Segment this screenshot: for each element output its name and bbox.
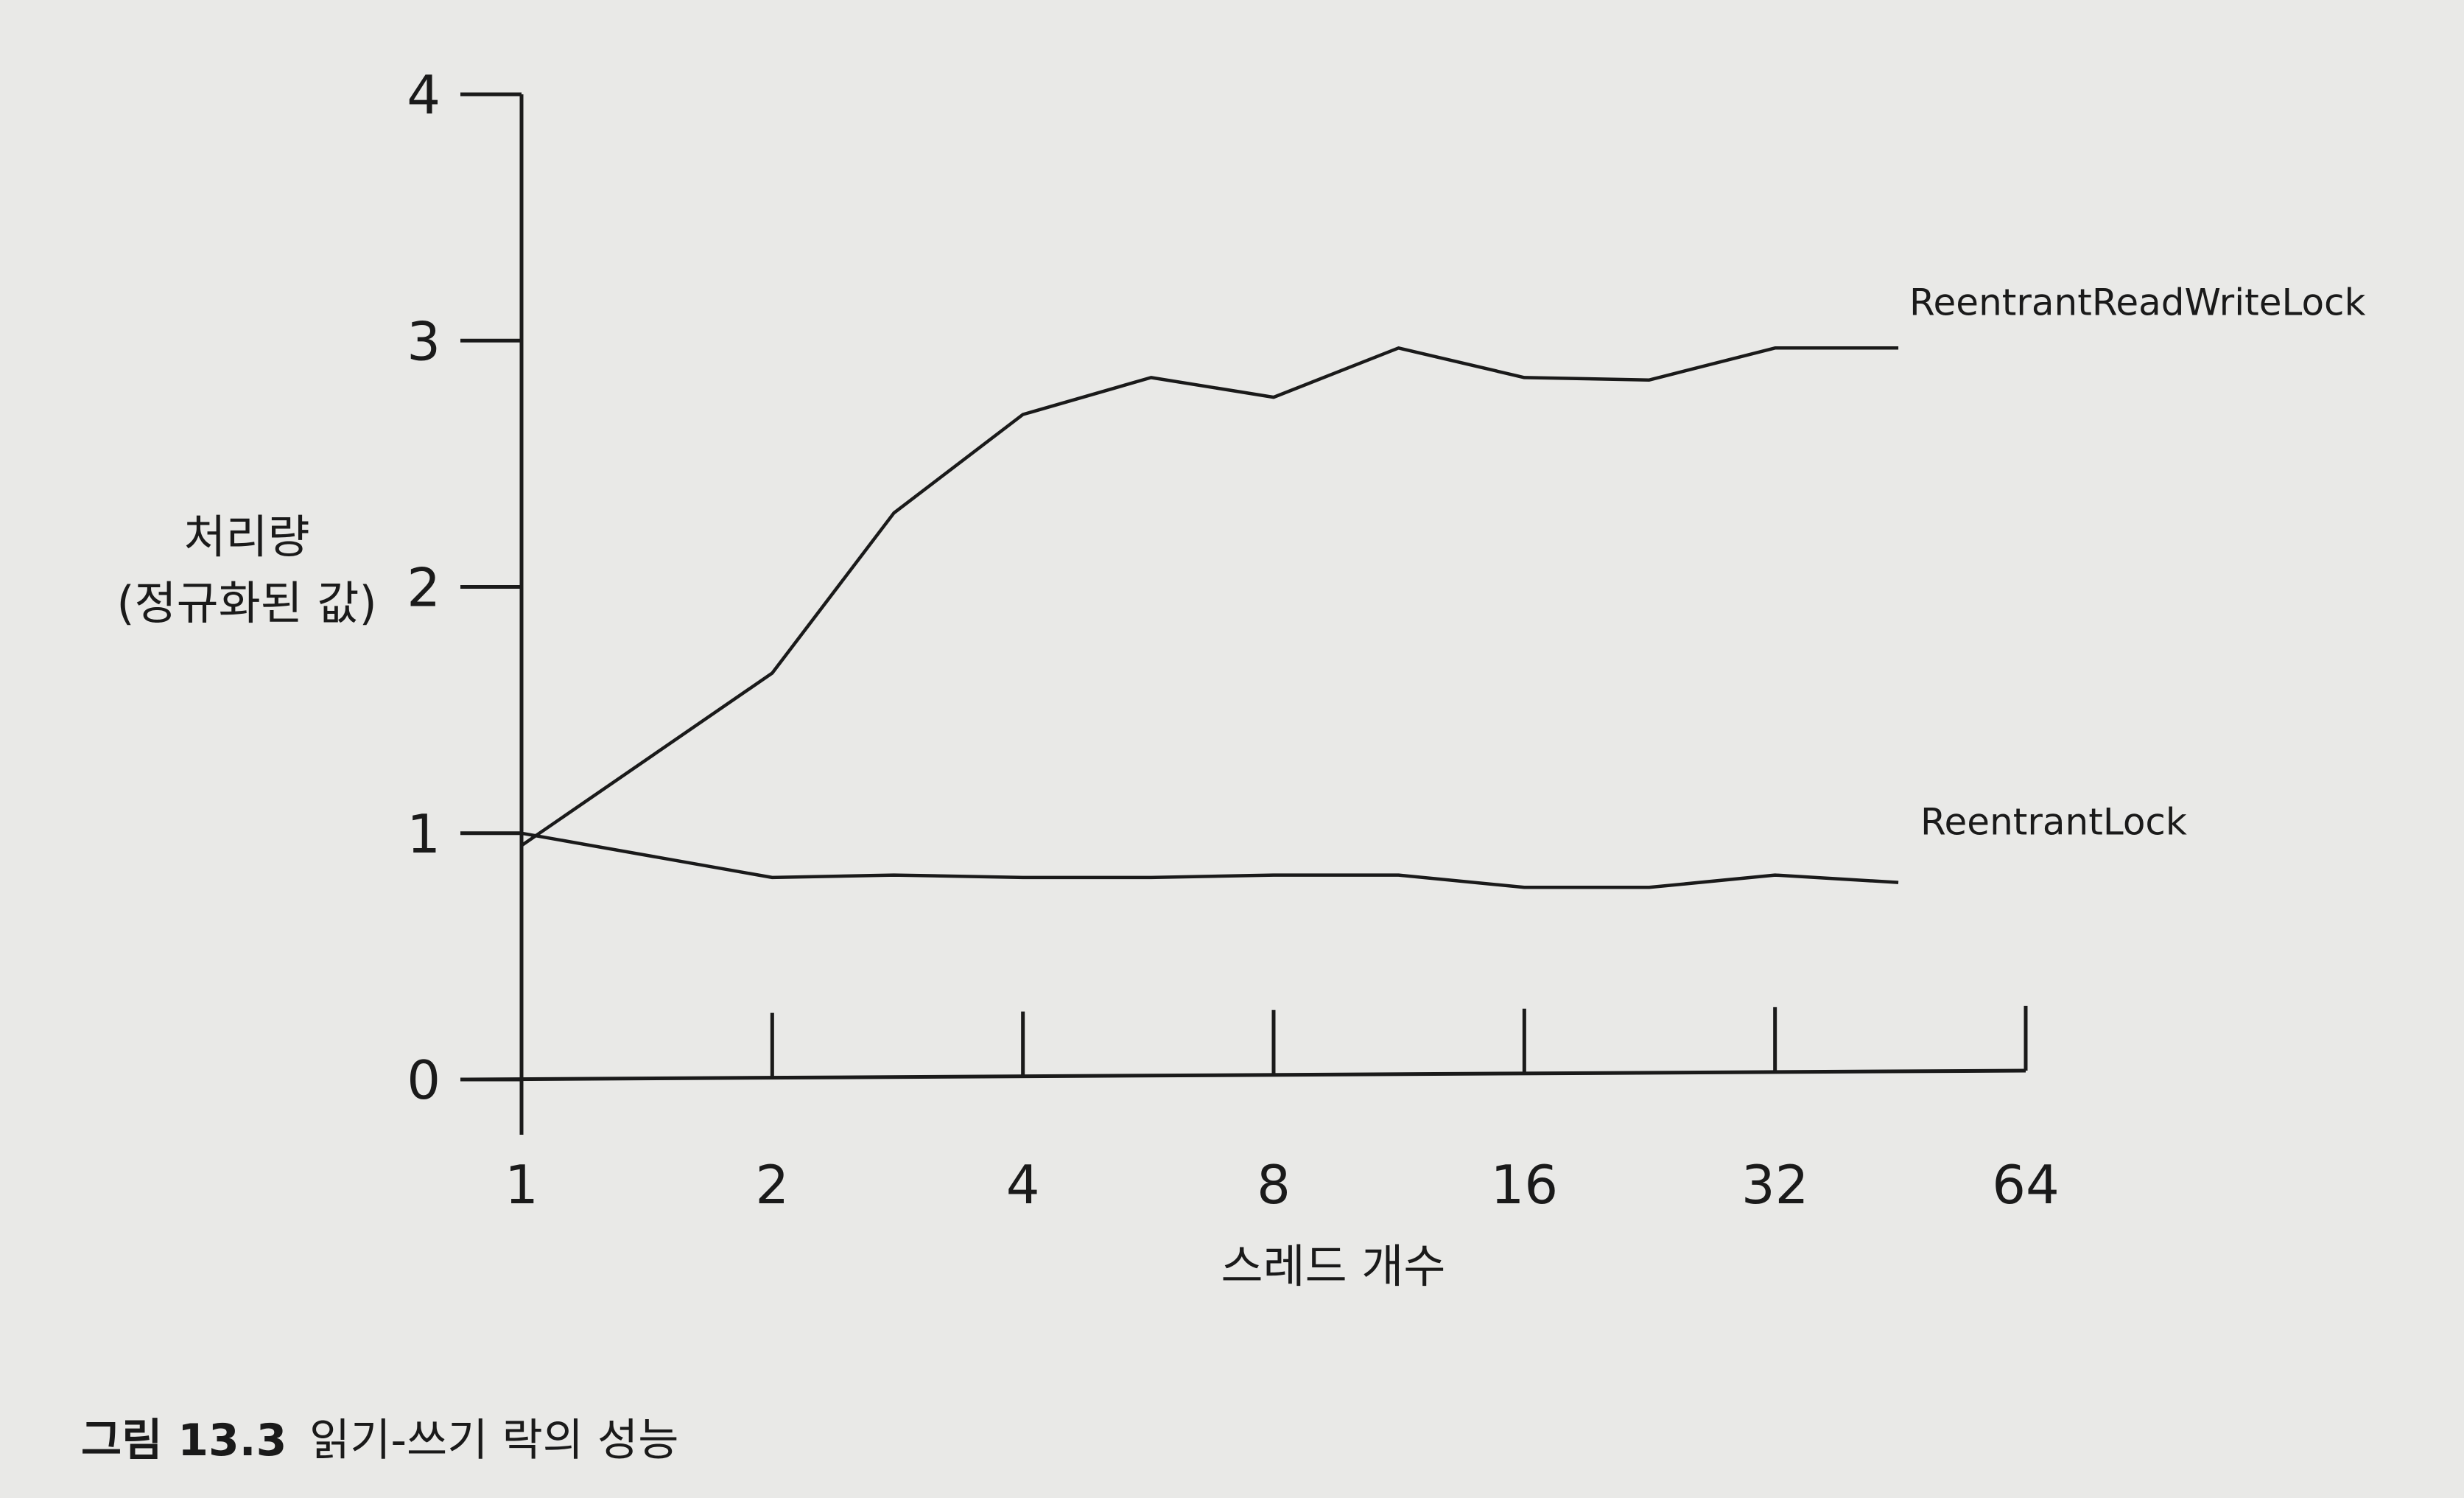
x-tick-label: 1	[505, 1154, 538, 1216]
y-tick-label: 3	[407, 310, 440, 372]
series-label-reentrantlock: ReentrantLock	[1920, 801, 2187, 844]
y-tick-label: 4	[407, 64, 440, 126]
figure-caption: 그림 13.3 읽기-쓰기 락의 성능	[81, 1415, 678, 1466]
x-axis-title: 스레드 개수	[1221, 1239, 1446, 1293]
y-axis-title-line-2: (정규화된 값)	[116, 576, 376, 630]
x-tick-label: 4	[1006, 1154, 1040, 1216]
y-tick-label: 2	[407, 557, 440, 619]
series-line-reentrantlock	[521, 831, 1899, 889]
x-tick-label: 8	[1257, 1154, 1291, 1216]
y-tick-label: 1	[407, 803, 440, 865]
y-tick-label: 0	[407, 1049, 440, 1111]
x-tick-label: 16	[1491, 1154, 1559, 1216]
x-axis-ticks: 1 2 4 8 16 32 64	[505, 1006, 2060, 1216]
x-axis-line	[460, 1068, 2026, 1082]
caption-number: 그림 13.3	[81, 1415, 287, 1466]
x-tick-label: 64	[1992, 1154, 2060, 1216]
caption-title: 읽기-쓰기 락의 성능	[309, 1415, 678, 1466]
y-axis-title-line-1: 처리량	[183, 510, 309, 564]
x-tick-label: 32	[1741, 1154, 1809, 1216]
series-layer: ReentrantReadWriteLock ReentrantLock	[520, 281, 2366, 889]
x-tick-label: 2	[755, 1154, 789, 1216]
y-axis-ticks: 0 1 2 3 4	[407, 64, 522, 1111]
series-label-reentrantreadwritelock: ReentrantReadWriteLock	[1909, 281, 2366, 323]
series-line-reentrantreadwritelock	[520, 346, 1899, 847]
